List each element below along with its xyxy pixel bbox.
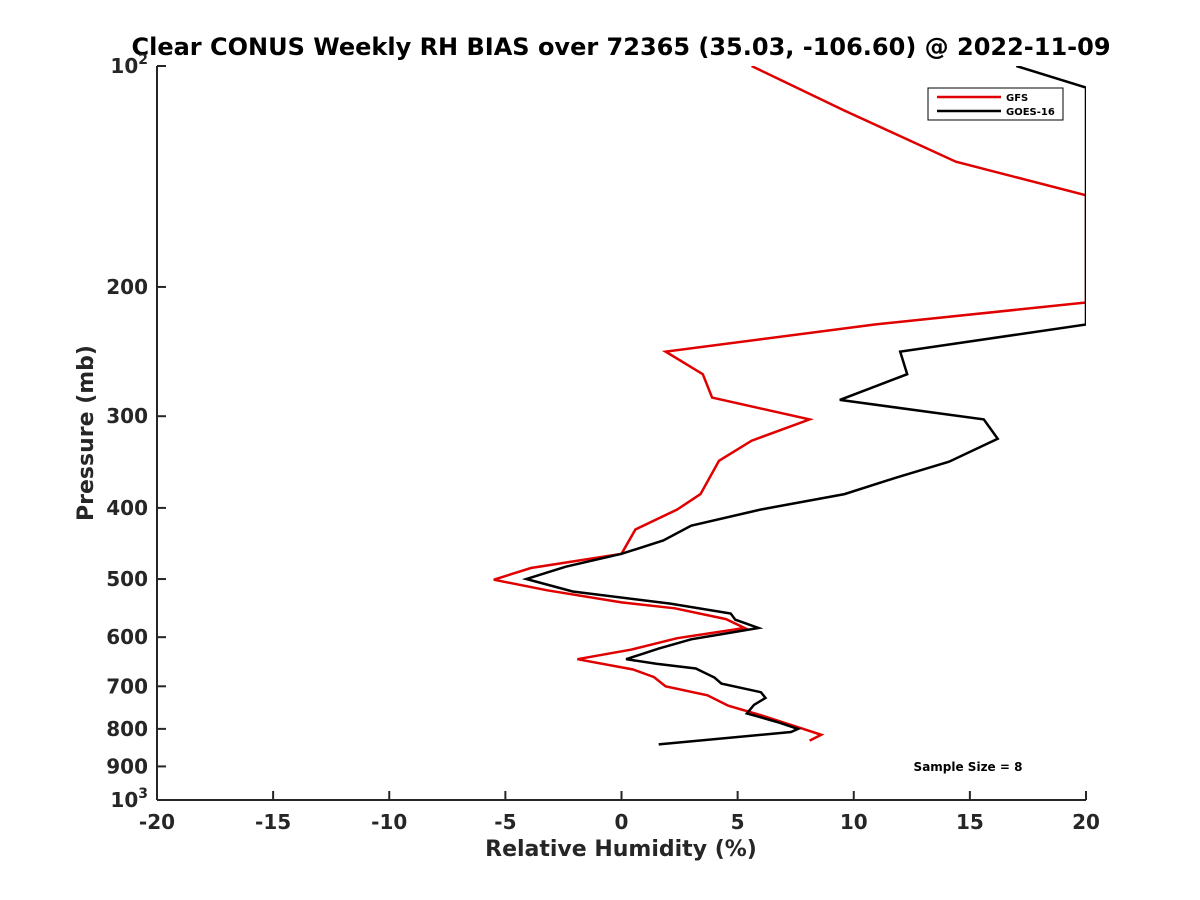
- y-tick-label: 102: [110, 52, 148, 78]
- x-tick-label: 10: [840, 810, 868, 834]
- y-tick-label: 400: [106, 496, 148, 520]
- y-tick-label: 600: [106, 625, 148, 649]
- legend: GFS GOES-16: [927, 87, 1064, 121]
- sample-size-annotation: Sample Size = 8: [914, 760, 1023, 774]
- x-tick-label: 0: [615, 810, 629, 834]
- x-ticks: -20 -15 -10 -5 0 5 10 15 20: [139, 791, 1100, 834]
- series-line-goes-16: [521, 66, 1086, 746]
- y-tick-label: 700: [106, 674, 148, 698]
- x-axis-label: Relative Humidity (%): [485, 837, 757, 862]
- x-tick-label: -10: [371, 810, 407, 834]
- chart-title: Clear CONUS Weekly RH BIAS over 72365 (3…: [131, 33, 1110, 61]
- x-tick-label: 5: [731, 810, 745, 834]
- y-ticks: 102 200 300 400 500 600 700 800 900 103: [106, 52, 166, 812]
- y-tick-label: 500: [106, 567, 148, 591]
- legend-box: [927, 87, 1064, 121]
- legend-label-gfs: GFS: [1006, 93, 1028, 104]
- series-line-gfs: [493, 66, 1086, 742]
- y-tick-label: 300: [106, 404, 148, 428]
- x-tick-label: 20: [1072, 810, 1100, 834]
- x-tick-label: -15: [255, 810, 291, 834]
- y-tick-label: 800: [106, 717, 148, 741]
- x-tick-label: -5: [494, 810, 516, 834]
- y-axis-label: Pressure (mb): [74, 345, 99, 521]
- x-tick-label: -20: [139, 810, 175, 834]
- y-tick-label: 900: [106, 754, 148, 778]
- series-layer: [493, 66, 1086, 746]
- y-tick-label: 103: [110, 786, 148, 812]
- x-tick-label: 15: [956, 810, 984, 834]
- y-tick-label: 200: [106, 275, 148, 299]
- legend-label-goes-16: GOES-16: [1006, 107, 1055, 118]
